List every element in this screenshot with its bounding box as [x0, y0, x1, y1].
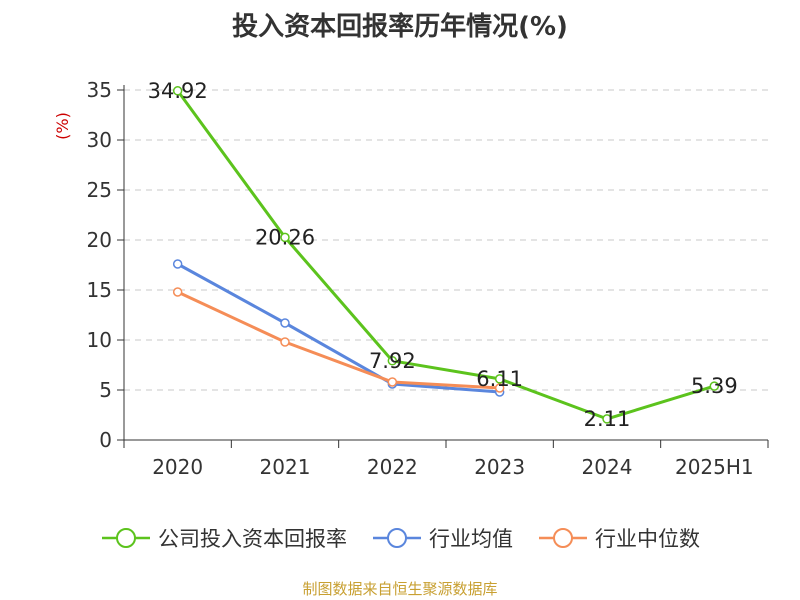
data-label: 6.11: [476, 367, 523, 391]
data-point: [494, 374, 505, 384]
y-axis-label: (%): [53, 112, 72, 140]
x-tick-label: 2022: [367, 455, 418, 479]
y-tick-label: 20: [87, 228, 112, 252]
legend-label: 行业均值: [429, 527, 513, 551]
y-tick-label: 25: [87, 178, 112, 202]
data-point: [709, 381, 720, 391]
data-point: [280, 337, 290, 347]
data-point: [602, 414, 612, 424]
legend-item[interactable]: 公司投入资本回报率: [100, 523, 347, 553]
data-label: 2.11: [584, 407, 631, 431]
data-label: 7.92: [369, 349, 416, 373]
x-tick-label: 2021: [260, 455, 311, 479]
y-tick-label: 10: [87, 328, 112, 352]
legend-item[interactable]: 行业中位数: [537, 523, 700, 553]
legend-marker-icon: [102, 528, 150, 548]
source-footer: 制图数据来自恒生聚源数据库: [302, 580, 498, 598]
x-tick-label: 2023: [474, 455, 525, 479]
data-label: 34.92: [148, 79, 208, 103]
data-point: [172, 259, 183, 269]
legend-label: 公司投入资本回报率: [158, 527, 347, 551]
data-point: [494, 383, 505, 393]
legend-marker-icon: [373, 528, 421, 548]
legend-item[interactable]: 行业均值: [371, 523, 513, 553]
y-tick-label: 35: [87, 78, 112, 102]
data-point: [172, 287, 183, 297]
y-tick-label: 5: [99, 378, 112, 402]
legend-label: 行业中位数: [595, 527, 700, 551]
chart-title: 投入资本回报率历年情况(%): [232, 12, 568, 42]
legend: 公司投入资本回报率 行业均值 行业中位数: [0, 520, 800, 556]
y-tick-label: 15: [87, 278, 112, 302]
x-tick-label: 2020: [152, 455, 203, 479]
data-label: 5.39: [691, 374, 738, 398]
data-point: [387, 377, 398, 387]
data-point: [172, 86, 183, 96]
y-tick-label: 30: [87, 128, 112, 152]
series-line: [176, 262, 500, 394]
data-point: [280, 232, 290, 243]
x-tick-label: 2025H1: [675, 455, 754, 479]
legend-marker-icon: [539, 528, 587, 548]
series-line: [176, 89, 715, 421]
data-point: [387, 356, 398, 366]
data-point: [280, 318, 290, 328]
data-label: 20.26: [255, 225, 315, 249]
x-tick-label: 2024: [582, 455, 633, 479]
series-line: [177, 290, 500, 390]
y-tick-label: 0: [99, 428, 112, 452]
